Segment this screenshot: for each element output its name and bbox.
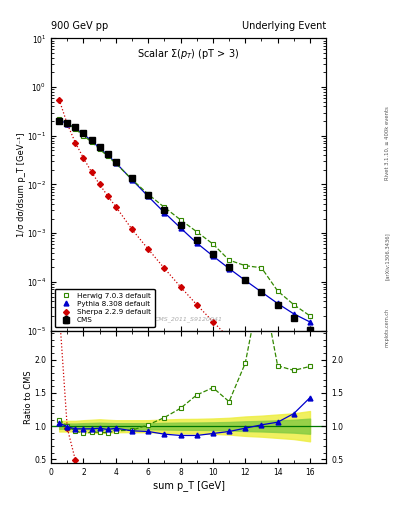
Herwig 7.0.3 default [89,139,94,145]
Sherpa 2.2.9 default [146,246,151,252]
Herwig 7.0.3 default [227,257,231,263]
Pythia 8.308 default [275,301,280,307]
Sherpa 2.2.9 default [162,265,167,271]
Sherpa 2.2.9 default [308,414,312,420]
Pythia 8.308 default [130,177,134,183]
Herwig 7.0.3 default [114,160,118,166]
Herwig 7.0.3 default [162,204,167,210]
Herwig 7.0.3 default [81,133,86,139]
Sherpa 2.2.9 default [292,396,296,402]
Herwig 7.0.3 default [105,153,110,159]
Pythia 8.308 default [97,145,102,151]
Text: Rivet 3.1.10, ≥ 400k events: Rivet 3.1.10, ≥ 400k events [385,106,389,180]
Y-axis label: Ratio to CMS: Ratio to CMS [24,370,33,424]
Pythia 8.308 default [146,194,151,200]
Sherpa 2.2.9 default [65,121,70,127]
Sherpa 2.2.9 default [178,284,183,290]
Herwig 7.0.3 default [275,288,280,294]
Sherpa 2.2.9 default [97,181,102,187]
Legend: Herwig 7.0.3 default, Pythia 8.308 default, Sherpa 2.2.9 default, CMS: Herwig 7.0.3 default, Pythia 8.308 defau… [55,289,155,327]
Text: CMS_2011_S9120041: CMS_2011_S9120041 [154,316,223,322]
Herwig 7.0.3 default [73,126,78,132]
Pythia 8.308 default [211,253,215,259]
Pythia 8.308 default [81,131,86,137]
Pythia 8.308 default [114,160,118,166]
Herwig 7.0.3 default [65,120,70,126]
Pythia 8.308 default [243,278,248,284]
Line: Sherpa 2.2.9 default: Sherpa 2.2.9 default [57,98,312,419]
Sherpa 2.2.9 default [259,366,264,372]
Sherpa 2.2.9 default [275,381,280,387]
Pythia 8.308 default [57,117,62,123]
Sherpa 2.2.9 default [81,155,86,161]
Pythia 8.308 default [259,289,264,295]
Text: [arXiv:1306.3436]: [arXiv:1306.3436] [385,232,389,280]
Text: Underlying Event: Underlying Event [242,20,326,31]
Sherpa 2.2.9 default [73,140,78,146]
Pythia 8.308 default [178,225,183,231]
Sherpa 2.2.9 default [89,169,94,175]
Sherpa 2.2.9 default [211,318,215,325]
Pythia 8.308 default [292,311,296,317]
Herwig 7.0.3 default [292,302,296,308]
Pythia 8.308 default [195,240,199,246]
Herwig 7.0.3 default [130,176,134,182]
Text: 900 GeV pp: 900 GeV pp [51,20,108,31]
Line: Herwig 7.0.3 default: Herwig 7.0.3 default [57,117,312,318]
Sherpa 2.2.9 default [114,204,118,210]
X-axis label: sum p_T [GeV]: sum p_T [GeV] [152,480,225,491]
Sherpa 2.2.9 default [130,226,134,232]
Line: Pythia 8.308 default: Pythia 8.308 default [57,118,312,325]
Pythia 8.308 default [227,265,231,271]
Herwig 7.0.3 default [243,263,248,269]
Text: mcplots.cern.ch: mcplots.cern.ch [385,308,389,347]
Herwig 7.0.3 default [57,116,62,122]
Sherpa 2.2.9 default [195,302,199,308]
Herwig 7.0.3 default [308,313,312,319]
Pythia 8.308 default [65,120,70,126]
Herwig 7.0.3 default [211,241,215,247]
Pythia 8.308 default [89,138,94,144]
Text: Scalar $\Sigma(p_T)$ (pT > 3): Scalar $\Sigma(p_T)$ (pT > 3) [138,47,240,61]
Sherpa 2.2.9 default [105,193,110,199]
Sherpa 2.2.9 default [57,97,62,103]
Sherpa 2.2.9 default [227,335,231,341]
Pythia 8.308 default [105,152,110,158]
Sherpa 2.2.9 default [243,351,248,357]
Herwig 7.0.3 default [97,146,102,152]
Herwig 7.0.3 default [146,191,151,197]
Herwig 7.0.3 default [259,265,264,271]
Pythia 8.308 default [308,319,312,325]
Y-axis label: 1/σ dσ/dsum p_T [GeV⁻¹]: 1/σ dσ/dsum p_T [GeV⁻¹] [17,132,26,237]
Herwig 7.0.3 default [195,229,199,235]
Herwig 7.0.3 default [178,217,183,223]
Pythia 8.308 default [162,209,167,216]
Pythia 8.308 default [73,125,78,132]
